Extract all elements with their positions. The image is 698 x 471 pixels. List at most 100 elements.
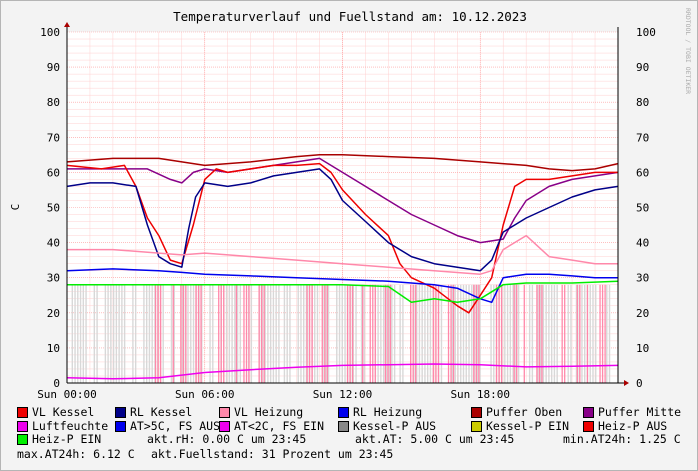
heiz-p-state-strip [498,284,500,383]
heiz-p-state-strip [384,284,387,383]
heiz-p-state-strip [513,284,515,383]
y-axis-label: C [9,204,22,211]
series-line-vl-kessel [66,162,618,314]
legend-swatch [471,406,482,418]
heiz-p-state-strip [260,284,263,383]
kessel-p-state-strip [283,284,286,383]
heiz-p-state-strip [576,284,578,383]
kessel-p-state-strip [479,284,481,383]
heiz-p-state-strip [478,284,480,383]
heiz-p-state-strip [387,284,389,383]
kessel-p-state-strip [344,284,346,383]
kessel-p-state-strip [517,284,520,383]
heiz-p-state-strip [495,284,498,383]
heiz-p-state-strip [437,284,440,383]
y-tick-label-right: 90 [636,61,649,74]
heiz-p-state-strip [369,284,371,383]
kessel-p-state-strip [385,284,388,383]
kessel-p-state-strip [104,284,107,383]
heiz-p-state-strip [154,284,157,383]
info-max: max.AT24h: 6.12 C [17,447,135,461]
kessel-p-state-strip [421,284,423,383]
series-line-puffer-mitte [67,157,619,244]
y-tick-label-left: 60 [47,166,60,179]
heiz-p-state-strip [475,284,477,383]
y-tick-label-left: 20 [47,307,60,320]
y-tick-label-left: 10 [47,342,60,355]
heiz-p-state-strip [182,284,185,383]
kessel-p-state-strip [286,284,288,383]
legend-item: Heiz-P EIN [17,432,101,446]
kessel-p-state-strip [148,284,151,383]
kessel-p-state-strip [460,284,462,383]
kessel-p-state-strip [402,284,404,383]
x-tick-label: Sun 12:00 [313,388,373,400]
y-tick-label-left: 40 [47,237,60,250]
series-line-vl-heizung [67,234,618,275]
kessel-p-state-strip [79,284,82,383]
kessel-p-state-strip [192,284,195,383]
kessel-p-state-strip [110,284,112,383]
kessel-p-state-strip [415,284,418,383]
kessel-p-state-strip [542,284,545,383]
heiz-p-state-strip [599,284,601,383]
kessel-p-state-strip [528,284,531,383]
kessel-p-state-strip [82,284,85,383]
heiz-p-state-strip [349,284,351,383]
legend-item: Puffer Mitte [583,405,681,419]
legend-swatch [17,433,28,445]
kessel-p-state-strip [471,284,473,383]
legend-label: Heiz-P AUS [598,419,668,433]
x-tick-label: Sun 18:00 [450,388,510,400]
legend-swatch [17,420,28,432]
kessel-p-state-strip [360,284,363,383]
heiz-p-state-strip [372,284,374,383]
kessel-p-state-strip [393,284,396,383]
heiz-p-state-strip [263,284,265,383]
heiz-p-state-strip [311,284,313,383]
kessel-p-state-strip [338,284,341,383]
temperature-chart: Temperaturverlauf und Fuellstand am: 10.… [9,8,692,400]
kessel-p-state-strip [584,284,586,383]
kessel-p-state-strip [74,284,76,383]
kessel-p-state-strip [96,284,98,383]
kessel-p-state-strip [132,284,134,383]
heiz-p-state-strip [172,284,174,383]
heiz-p-state-strip [450,284,452,383]
legend-label: Puffer Oben [486,405,563,419]
y-tick-label-left: 70 [47,131,60,144]
heiz-p-state-strip [601,284,604,383]
kessel-p-state-strip [272,284,275,383]
kessel-p-state-strip [537,284,539,383]
y-tick-label-left: 0 [53,377,60,390]
kessel-p-state-strip [151,284,153,383]
y-tick-label-right: 70 [636,131,649,144]
kessel-p-state-strip [352,284,355,383]
kessel-p-state-strip [595,284,597,383]
kessel-p-state-strip [581,284,583,383]
kessel-p-state-strip [278,284,280,383]
info-at: akt.AT: 5.00 C um 23:45 [355,432,515,446]
kessel-p-state-strip [145,284,148,383]
legend-label: Luftfeuchte [32,419,109,433]
kessel-p-state-strip [457,284,459,383]
heiz-p-state-strip [435,284,437,383]
legend-label: Kessel-P EIN [486,419,570,433]
heiz-p-state-strip [223,284,225,383]
legend-swatch [17,406,28,418]
series-line-rl-kessel [66,168,619,272]
legend-swatch [115,420,126,432]
kessel-p-state-strip [236,284,239,383]
kessel-p-state-strip [556,284,558,383]
heiz-p-state-strip [374,284,376,383]
heiz-p-state-strip [452,284,455,383]
legend-item: RL Heizung [338,405,422,419]
kessel-p-state-strip [190,284,192,383]
heiz-p-state-strip [321,284,323,383]
chart-title: Temperaturverlauf und Fuellstand am: 10.… [173,9,527,24]
kessel-p-state-strip [341,284,343,383]
legend-item: Luftfeuchte [17,419,108,433]
legend-item: Kessel-P AUS [338,419,436,433]
heiz-p-state-strip [579,284,581,383]
y-tick-label-left: 90 [47,61,60,74]
